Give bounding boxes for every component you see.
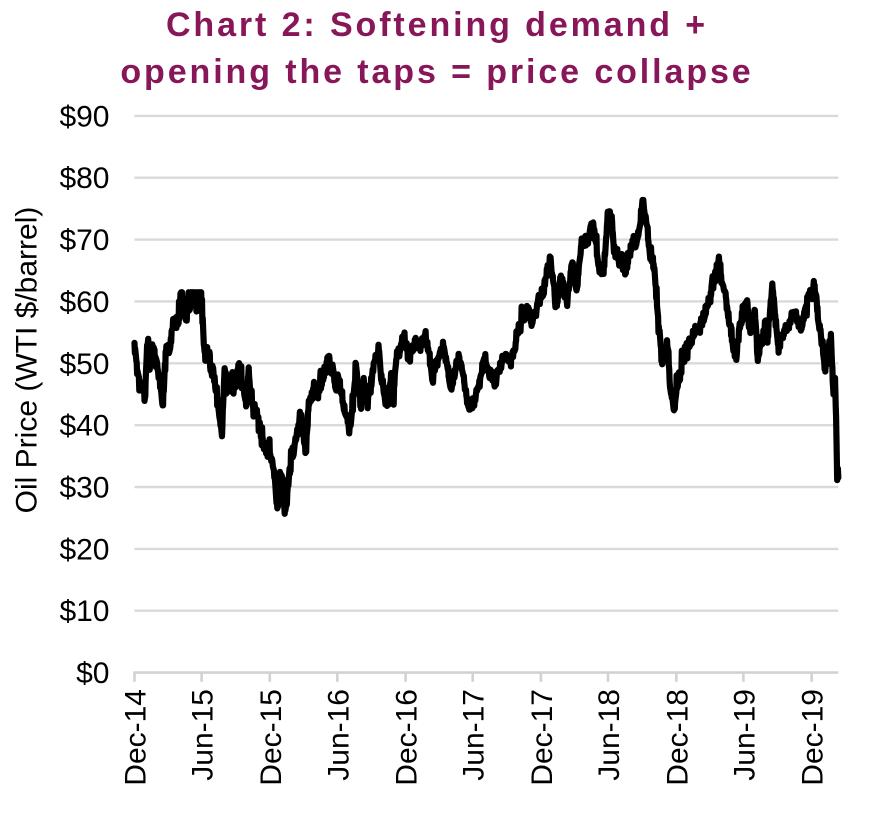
svg-text:Jun-15: Jun-15	[187, 689, 220, 781]
svg-text:$20: $20	[59, 533, 109, 566]
svg-text:Jun-18: Jun-18	[593, 689, 626, 781]
svg-text:Dec-17: Dec-17	[526, 689, 559, 786]
svg-text:Dec-16: Dec-16	[391, 689, 424, 786]
svg-text:$60: $60	[59, 286, 109, 319]
svg-text:Dec-15: Dec-15	[255, 689, 288, 786]
svg-text:$90: $90	[59, 100, 109, 133]
svg-text:Oil Price (WTI $/barrel): Oil Price (WTI $/barrel)	[10, 207, 43, 514]
svg-text:$70: $70	[59, 224, 109, 257]
svg-text:Jun-17: Jun-17	[458, 689, 491, 781]
svg-text:$50: $50	[59, 348, 109, 381]
svg-text:Jun-16: Jun-16	[322, 689, 355, 781]
svg-text:Jun-19: Jun-19	[728, 689, 761, 781]
svg-text:Dec-18: Dec-18	[661, 689, 694, 786]
svg-text:$10: $10	[59, 595, 109, 628]
svg-text:$0: $0	[76, 657, 109, 690]
svg-text:Dec-14: Dec-14	[120, 689, 153, 786]
svg-text:$40: $40	[59, 410, 109, 443]
svg-text:$30: $30	[59, 472, 109, 505]
svg-text:$80: $80	[59, 162, 109, 195]
svg-text:Dec-19: Dec-19	[797, 689, 830, 786]
